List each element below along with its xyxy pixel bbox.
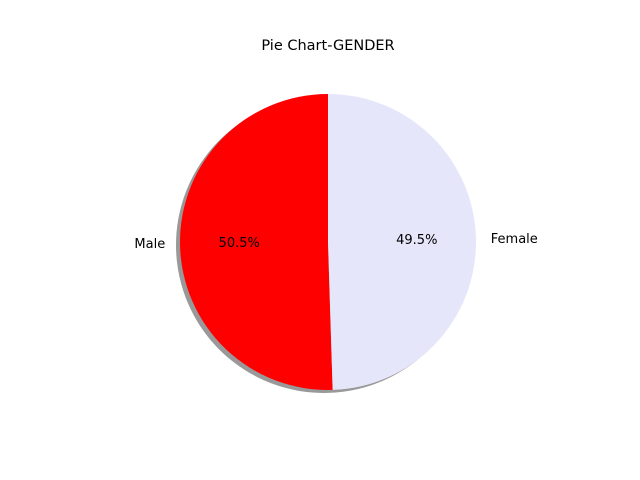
pie-slice-female bbox=[328, 94, 476, 390]
pie-slices bbox=[179, 94, 476, 391]
slice-percent-male: 50.5% bbox=[219, 236, 260, 251]
pie-labels: Male 50.5% Female 49.5% bbox=[134, 232, 537, 252]
slice-label-female: Female bbox=[491, 232, 538, 247]
slice-label-male: Male bbox=[134, 237, 165, 252]
chart-title: Pie Chart-GENDER bbox=[261, 38, 394, 54]
slice-percent-female: 49.5% bbox=[396, 233, 437, 248]
pie-slice-male bbox=[179, 94, 333, 391]
